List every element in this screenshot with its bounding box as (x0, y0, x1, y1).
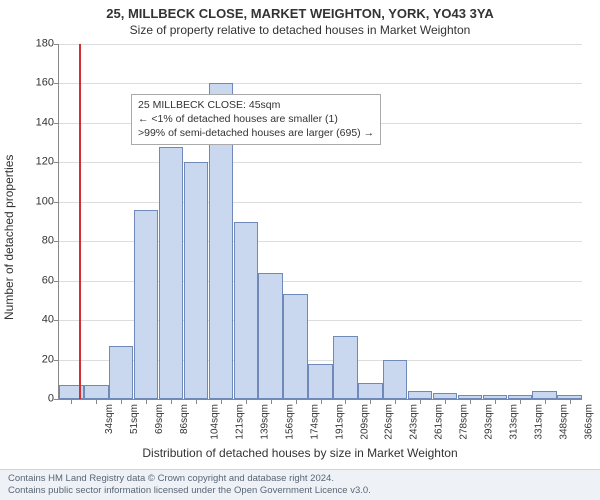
x-tick-label: 104sqm (210, 404, 221, 440)
histogram-bar (308, 364, 332, 400)
y-tick-mark (54, 399, 59, 400)
gridline (59, 44, 582, 45)
x-tick-label: 226sqm (384, 404, 395, 440)
x-tick-mark (520, 399, 521, 404)
legend-line: ← <1% of detached houses are smaller (1) (138, 112, 374, 126)
x-tick-label: 69sqm (154, 404, 165, 434)
histogram-bar (258, 273, 282, 399)
legend-line: 25 MILLBECK CLOSE: 45sqm (138, 98, 374, 112)
plot-area: 25 MILLBECK CLOSE: 45sqm ← <1% of detach… (58, 44, 582, 400)
x-tick-mark (121, 399, 122, 404)
gridline (59, 83, 582, 84)
x-tick-mark (495, 399, 496, 404)
x-tick-mark (271, 399, 272, 404)
y-tick-label: 60 (24, 275, 54, 286)
y-tick-mark (54, 241, 59, 242)
x-tick-label: 293sqm (484, 404, 495, 440)
x-tick-mark (96, 399, 97, 404)
x-tick-label: 34sqm (104, 404, 115, 434)
x-tick-mark (321, 399, 322, 404)
x-tick-mark (146, 399, 147, 404)
gridline (59, 162, 582, 163)
histogram-bar (109, 346, 133, 399)
histogram-bar (383, 360, 407, 399)
y-tick-mark (54, 162, 59, 163)
x-tick-mark (470, 399, 471, 404)
histogram-bar (532, 391, 556, 399)
x-tick-label: 86sqm (179, 404, 190, 434)
y-tick-label: 100 (24, 196, 54, 207)
y-tick-mark (54, 360, 59, 361)
legend-box: 25 MILLBECK CLOSE: 45sqm ← <1% of detach… (131, 94, 381, 145)
y-tick-mark (54, 320, 59, 321)
histogram-bar (333, 336, 357, 399)
x-tick-mark (221, 399, 222, 404)
y-tick-label: 120 (24, 157, 54, 168)
x-tick-mark (296, 399, 297, 404)
histogram-bar (159, 147, 183, 399)
x-tick-label: 121sqm (235, 404, 246, 440)
y-axis-label: Number of detached properties (2, 155, 16, 320)
chart-title: 25, MILLBECK CLOSE, MARKET WEIGHTON, YOR… (0, 0, 600, 21)
footer-line: Contains public sector information licen… (8, 485, 592, 497)
x-tick-label: 331sqm (533, 404, 544, 440)
x-tick-label: 243sqm (409, 404, 420, 440)
x-tick-mark (196, 399, 197, 404)
histogram-bar (283, 294, 307, 399)
x-tick-label: 51sqm (129, 404, 140, 434)
footer-line: Contains HM Land Registry data © Crown c… (8, 473, 592, 485)
y-tick-label: 140 (24, 117, 54, 128)
y-tick-mark (54, 202, 59, 203)
x-tick-label: 209sqm (359, 404, 370, 440)
y-tick-mark (54, 44, 59, 45)
chart-subtitle: Size of property relative to detached ho… (0, 21, 600, 37)
histogram-bar (358, 383, 382, 399)
y-tick-mark (54, 83, 59, 84)
y-tick-label: 20 (24, 354, 54, 365)
x-tick-label: 348sqm (558, 404, 569, 440)
x-tick-label: 261sqm (434, 404, 445, 440)
x-tick-label: 313sqm (509, 404, 520, 440)
histogram-bar (84, 385, 108, 399)
y-tick-mark (54, 123, 59, 124)
x-tick-mark (445, 399, 446, 404)
histogram-bar (134, 210, 158, 399)
x-tick-mark (246, 399, 247, 404)
x-tick-mark (171, 399, 172, 404)
x-tick-label: 139sqm (259, 404, 270, 440)
legend-line: >99% of semi-detached houses are larger … (138, 126, 374, 140)
x-tick-label: 156sqm (284, 404, 295, 440)
x-tick-label: 366sqm (583, 404, 594, 440)
y-tick-label: 40 (24, 315, 54, 326)
reference-line (79, 44, 81, 399)
x-tick-mark (545, 399, 546, 404)
y-tick-label: 160 (24, 78, 54, 89)
footer: Contains HM Land Registry data © Crown c… (0, 469, 600, 500)
histogram-bar (184, 162, 208, 399)
x-tick-mark (570, 399, 571, 404)
x-tick-mark (71, 399, 72, 404)
x-tick-label: 174sqm (309, 404, 320, 440)
y-tick-label: 80 (24, 236, 54, 247)
histogram-bar (234, 222, 258, 400)
x-axis-label: Distribution of detached houses by size … (0, 446, 600, 460)
x-tick-label: 191sqm (334, 404, 345, 440)
x-tick-mark (395, 399, 396, 404)
y-tick-label: 180 (24, 39, 54, 50)
histogram-bar (408, 391, 432, 399)
gridline (59, 202, 582, 203)
x-tick-mark (420, 399, 421, 404)
y-tick-label: 0 (24, 394, 54, 405)
y-tick-mark (54, 281, 59, 282)
x-tick-label: 278sqm (459, 404, 470, 440)
